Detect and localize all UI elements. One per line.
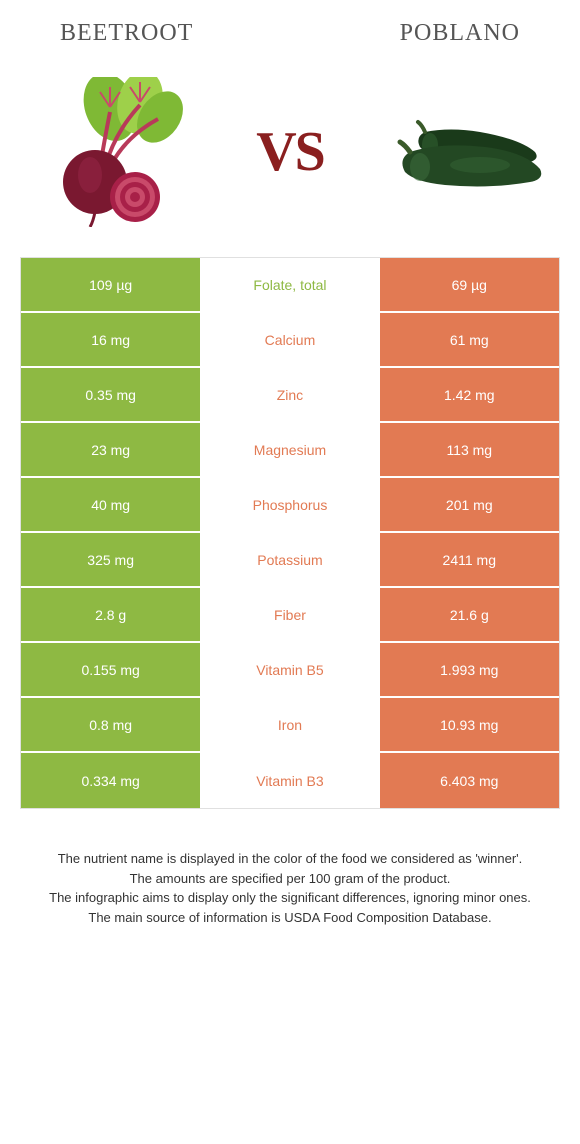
right-value: 10.93 mg (380, 698, 559, 751)
footer-notes: The nutrient name is displayed in the co… (0, 809, 580, 947)
left-value: 0.8 mg (21, 698, 200, 751)
left-value: 109 µg (21, 258, 200, 311)
nutrient-label: Vitamin B3 (200, 753, 379, 808)
right-value: 69 µg (380, 258, 559, 311)
footer-line: The amounts are specified per 100 gram o… (30, 869, 550, 889)
footer-line: The nutrient name is displayed in the co… (30, 849, 550, 869)
nutrient-label: Vitamin B5 (200, 643, 379, 696)
table-row: 109 µgFolate, total69 µg (21, 258, 559, 313)
table-row: 40 mgPhosphorus201 mg (21, 478, 559, 533)
right-value: 21.6 g (380, 588, 559, 641)
table-row: 325 mgPotassium2411 mg (21, 533, 559, 588)
table-row: 0.35 mgZinc1.42 mg (21, 368, 559, 423)
nutrient-label: Fiber (200, 588, 379, 641)
right-value: 2411 mg (380, 533, 559, 586)
header: Beetroot Poblano (0, 0, 580, 57)
nutrition-table: 109 µgFolate, total69 µg16 mgCalcium61 m… (20, 257, 560, 809)
footer-line: The infographic aims to display only the… (30, 888, 550, 908)
nutrient-label: Potassium (200, 533, 379, 586)
right-value: 113 mg (380, 423, 559, 476)
right-value: 6.403 mg (380, 753, 559, 808)
nutrient-label: Magnesium (200, 423, 379, 476)
footer-line: The main source of information is USDA F… (30, 908, 550, 928)
table-row: 0.334 mgVitamin B36.403 mg (21, 753, 559, 808)
right-food-title: Poblano (400, 20, 520, 47)
poblano-image (380, 77, 550, 227)
left-value: 2.8 g (21, 588, 200, 641)
nutrient-label: Calcium (200, 313, 379, 366)
left-value: 0.155 mg (21, 643, 200, 696)
left-value: 23 mg (21, 423, 200, 476)
left-food-title: Beetroot (60, 20, 193, 47)
table-row: 0.8 mgIron10.93 mg (21, 698, 559, 753)
vs-label: VS (256, 120, 324, 184)
table-row: 2.8 gFiber21.6 g (21, 588, 559, 643)
left-value: 40 mg (21, 478, 200, 531)
nutrient-label: Iron (200, 698, 379, 751)
table-row: 0.155 mgVitamin B51.993 mg (21, 643, 559, 698)
table-row: 16 mgCalcium61 mg (21, 313, 559, 368)
right-value: 1.993 mg (380, 643, 559, 696)
table-row: 23 mgMagnesium113 mg (21, 423, 559, 478)
nutrient-label: Zinc (200, 368, 379, 421)
left-value: 16 mg (21, 313, 200, 366)
left-value: 325 mg (21, 533, 200, 586)
right-value: 61 mg (380, 313, 559, 366)
nutrient-label: Folate, total (200, 258, 379, 311)
left-value: 0.35 mg (21, 368, 200, 421)
beetroot-image (30, 77, 200, 227)
right-value: 201 mg (380, 478, 559, 531)
nutrient-label: Phosphorus (200, 478, 379, 531)
right-value: 1.42 mg (380, 368, 559, 421)
left-value: 0.334 mg (21, 753, 200, 808)
hero-section: VS (0, 57, 580, 257)
